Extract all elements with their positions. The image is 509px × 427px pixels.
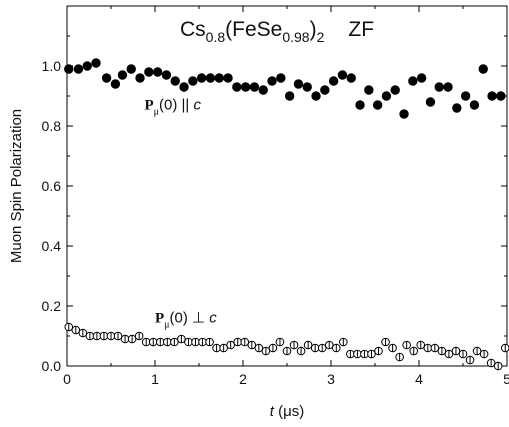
axis-labels: Muon Spin Polarization t (μs): [8, 109, 304, 420]
data-point-filled: [372, 100, 383, 110]
data-point-filled: [126, 64, 136, 74]
data-point-filled: [188, 76, 198, 86]
annotation-italic: c: [209, 310, 217, 327]
x-tick-label: 2: [239, 371, 247, 387]
data-point-filled: [311, 91, 321, 101]
data-point-filled: [320, 85, 330, 95]
data-point-filled: [302, 82, 312, 92]
data-point-filled: [346, 73, 356, 83]
data-point-filled: [284, 91, 295, 101]
annotation-sub: μ: [154, 107, 159, 118]
data-points: [64, 58, 509, 371]
data-point-filled: [232, 82, 242, 92]
data-point-filled: [408, 76, 418, 86]
data-point-filled: [469, 100, 480, 110]
data-point-filled: [399, 109, 409, 119]
title-tag: ZF: [348, 18, 374, 41]
y-tick-label: 0.0: [42, 358, 62, 374]
data-point-filled: [205, 73, 216, 83]
data-point-filled: [214, 73, 224, 83]
data-point-filled: [425, 97, 436, 107]
annotation-text: (0) ||: [159, 97, 193, 114]
title-fese: (FeSe: [225, 18, 282, 41]
x-axis-unit: (μs): [274, 403, 304, 420]
data-point-filled: [249, 82, 260, 92]
data-point-filled: [152, 67, 163, 77]
annotation-perp: Pμ(0) ⊥ c: [155, 310, 217, 331]
data-point-filled: [496, 91, 506, 101]
y-axis-label: Muon Spin Polarization: [8, 109, 25, 263]
data-point-filled: [135, 73, 145, 83]
y-tick-label: 1.0: [42, 58, 62, 74]
data-point-filled: [82, 61, 92, 71]
data-point-filled: [101, 73, 112, 83]
y-tick-label: 0.4: [42, 238, 62, 254]
title-close: ): [310, 18, 317, 41]
x-tick-label: 0: [63, 371, 71, 387]
data-point-filled: [64, 64, 74, 74]
title-cs: Cs: [180, 18, 206, 41]
data-point-filled: [73, 64, 84, 74]
data-point-filled: [240, 82, 251, 92]
annotation-italic: c: [193, 97, 201, 114]
data-point-filled: [110, 79, 121, 89]
data-point-filled: [179, 82, 189, 92]
data-point-filled: [117, 70, 128, 80]
data-point-filled: [161, 70, 172, 80]
x-axis-label: t (μs): [270, 403, 304, 420]
x-tick-label: 5: [503, 371, 509, 387]
annotations: Pμ(0) || cPμ(0) ⊥ c: [144, 97, 217, 331]
annotation-bold: P: [144, 98, 153, 114]
annotation-text: (0) ⊥: [170, 310, 210, 327]
data-point-filled: [478, 64, 488, 74]
data-point-filled: [91, 58, 101, 68]
chart-title: Cs0.8(FeSe0.98)2 ZF: [180, 18, 374, 45]
x-tick-label: 1: [151, 371, 159, 387]
data-point-filled: [170, 76, 180, 86]
annotation-parallel: Pμ(0) || c: [144, 97, 201, 118]
data-point-filled: [144, 67, 154, 77]
data-point-filled: [355, 100, 365, 110]
data-point-filled: [364, 85, 374, 95]
data-point-filled: [293, 79, 304, 89]
title-sub3: 2: [317, 29, 325, 45]
title-sub1: 0.8: [206, 29, 226, 45]
data-point-filled: [337, 70, 348, 80]
data-point-filled: [434, 82, 444, 92]
x-tick-label: 3: [327, 371, 335, 387]
data-point-filled: [223, 73, 233, 83]
data-point-filled: [276, 73, 286, 83]
data-point-filled: [460, 91, 471, 101]
data-point-filled: [390, 85, 400, 95]
data-point-filled: [443, 82, 453, 92]
data-point-filled: [328, 76, 339, 86]
x-axis-variable: t: [270, 403, 275, 420]
data-point-filled: [196, 73, 207, 83]
annotation-sub: μ: [164, 320, 169, 331]
y-tick-label: 0.8: [42, 118, 62, 134]
axis-ticks: 0 1 2 3 4 5 0.0 0.2 0.4 0.6 0.8 1.0: [42, 6, 509, 387]
plot-frame: [66, 5, 508, 367]
annotation-bold: P: [155, 311, 164, 327]
y-tick-label: 0.2: [42, 298, 62, 314]
x-tick-label: 4: [415, 371, 423, 387]
data-point-filled: [487, 91, 497, 101]
title-sub2: 0.98: [282, 29, 309, 45]
data-point-filled: [381, 91, 392, 101]
data-point-filled: [452, 103, 462, 113]
data-point-filled: [267, 76, 277, 86]
y-tick-label: 0.6: [42, 178, 62, 194]
data-point-filled: [416, 73, 427, 83]
data-point-filled: [258, 85, 268, 95]
